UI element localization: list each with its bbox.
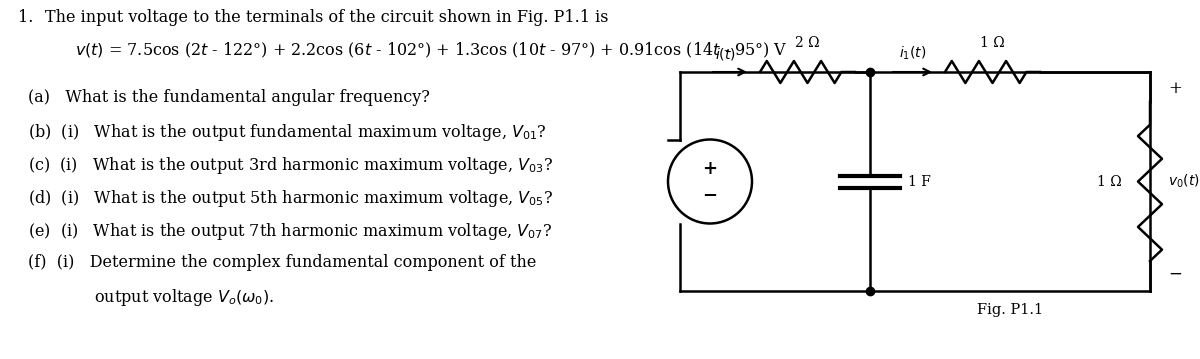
Text: +: + xyxy=(1168,80,1182,97)
Text: 1.: 1. xyxy=(18,9,34,26)
Text: (f)  (i)   Determine the complex fundamental component of the: (f) (i) Determine the complex fundamenta… xyxy=(28,254,536,271)
Text: $v(t)$ = 7.5cos (2$t$ - 122°) + 2.2cos (6$t$ - 102°) + 1.3cos (10$t$ - 97°) + 0.: $v(t)$ = 7.5cos (2$t$ - 122°) + 2.2cos (… xyxy=(74,41,787,60)
Text: (b)  (i)   What is the output fundamental maximum voltage, $V_{01}$?: (b) (i) What is the output fundamental m… xyxy=(28,122,547,143)
Text: +: + xyxy=(702,159,718,177)
Text: $i(t)$: $i(t)$ xyxy=(714,46,736,62)
Text: (c)  (i)   What is the output 3rd harmonic maximum voltage, $V_{03}$?: (c) (i) What is the output 3rd harmonic … xyxy=(28,155,553,176)
Text: −: − xyxy=(702,186,718,205)
Text: Fig. P1.1: Fig. P1.1 xyxy=(977,303,1043,317)
Text: $v_0(t)$: $v_0(t)$ xyxy=(1168,173,1200,190)
Text: output voltage $V_o(\omega_0)$.: output voltage $V_o(\omega_0)$. xyxy=(28,287,275,308)
Text: (e)  (i)   What is the output 7th harmonic maximum voltage, $V_{07}$?: (e) (i) What is the output 7th harmonic … xyxy=(28,221,552,242)
Text: 1 Ω: 1 Ω xyxy=(1097,174,1122,188)
Text: (d)  (i)   What is the output 5th harmonic maximum voltage, $V_{05}$?: (d) (i) What is the output 5th harmonic … xyxy=(28,188,553,209)
Text: −: − xyxy=(1168,266,1182,283)
Text: 1 F: 1 F xyxy=(908,174,931,188)
Text: The input voltage to the terminals of the circuit shown in Fig. P1.1 is: The input voltage to the terminals of th… xyxy=(46,9,608,26)
Text: $i_1(t)$: $i_1(t)$ xyxy=(899,45,926,62)
Text: 1 Ω: 1 Ω xyxy=(980,36,1004,50)
Text: 2 Ω: 2 Ω xyxy=(796,36,820,50)
Text: (a)   What is the fundamental angular frequency?: (a) What is the fundamental angular freq… xyxy=(28,89,430,106)
